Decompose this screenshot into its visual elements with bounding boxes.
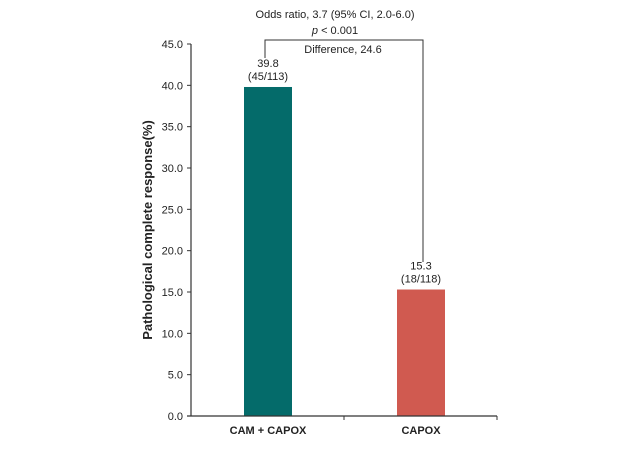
y-tick-label: 10.0 — [162, 328, 183, 340]
difference-annotation: Difference, 24.6 — [304, 44, 381, 56]
y-tick-label: 25.0 — [162, 204, 183, 216]
y-tick-label: 20.0 — [162, 246, 183, 258]
y-tick-label: 40.0 — [162, 80, 183, 92]
odds-ratio-annotation: Odds ratio, 3.7 (95% CI, 2.0-6.0) — [256, 9, 415, 21]
y-tick-label: 5.0 — [168, 370, 183, 382]
data-label: 39.8 — [257, 58, 278, 70]
data-label: (18/118) — [401, 274, 441, 286]
bar — [244, 86, 292, 416]
comparison-bracket — [264, 39, 424, 262]
y-tick-label: 15.0 — [162, 287, 183, 299]
bar — [397, 289, 445, 416]
y-tick-label: 30.0 — [162, 163, 183, 175]
y-tick-label: 45.0 — [162, 39, 183, 51]
y-tick-label: 0.0 — [168, 411, 183, 423]
y-tick-label: 35.0 — [162, 122, 183, 134]
data-label: 15.3 — [410, 261, 431, 273]
x-tick-label: CAM + CAPOX — [230, 425, 307, 437]
p-value-annotation: p < 0.001 — [311, 25, 358, 37]
x-tick-label: CAPOX — [401, 425, 441, 437]
data-label: (45/113) — [248, 71, 288, 83]
y-axis-label: Pathological complete response(%) — [140, 120, 155, 340]
